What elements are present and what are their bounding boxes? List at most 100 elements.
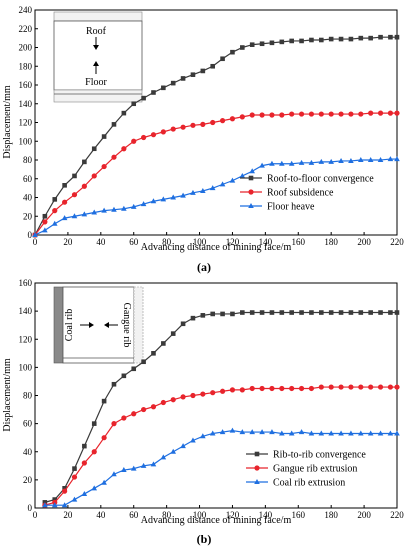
y-tick-label: 120 — [19, 118, 33, 128]
data-point — [249, 429, 255, 435]
data-point — [160, 454, 167, 460]
data-point — [229, 116, 236, 122]
data-point — [240, 310, 245, 315]
data-point — [377, 384, 384, 390]
inset-schematic: Coal rib Gangue rib — [53, 286, 144, 364]
data-point — [358, 35, 364, 41]
data-point — [387, 110, 394, 116]
data-point — [121, 467, 127, 473]
data-point — [298, 429, 305, 435]
data-point — [240, 45, 245, 50]
x-tick-label: 60 — [129, 510, 139, 520]
data-point — [298, 111, 305, 117]
data-point — [111, 206, 117, 212]
data-point — [141, 134, 147, 141]
data-point — [160, 196, 167, 202]
x-tick-label: 20 — [63, 237, 73, 247]
data-point — [140, 462, 147, 468]
data-point — [190, 315, 196, 321]
data-point — [180, 124, 186, 130]
data-point — [42, 219, 48, 225]
x-tick-label: 200 — [357, 237, 371, 247]
data-point — [101, 163, 107, 170]
x-tick-label: 120 — [226, 237, 240, 247]
legend-label: Rib-to-rib convergence — [273, 450, 366, 461]
data-point — [91, 209, 98, 215]
data-point — [394, 110, 400, 116]
data-point — [101, 479, 107, 485]
y-tick-label: 200 — [19, 43, 33, 53]
data-point — [150, 461, 157, 467]
data-point — [111, 154, 117, 160]
y-tick-label: 60 — [23, 174, 33, 184]
data-point — [298, 385, 305, 392]
data-point — [150, 132, 157, 138]
y-tick-label: 80 — [23, 155, 33, 165]
x-tick-label: 100 — [193, 510, 207, 520]
x-tick-label: 220 — [390, 237, 404, 247]
data-point — [394, 34, 400, 40]
legend-marker — [254, 465, 260, 471]
x-tick-label: 140 — [259, 510, 273, 520]
data-point — [81, 460, 87, 466]
data-point — [51, 220, 58, 226]
data-point — [42, 227, 48, 233]
data-point — [82, 443, 87, 449]
inset-right-label: Gangue rib — [121, 303, 132, 348]
data-point — [161, 341, 166, 346]
data-point — [358, 384, 364, 390]
data-point — [377, 430, 384, 436]
data-point — [328, 111, 334, 117]
y-tick-label: 100 — [19, 362, 33, 372]
data-point — [230, 49, 235, 55]
data-point — [130, 203, 137, 209]
data-point — [388, 34, 393, 40]
data-point — [42, 213, 48, 219]
data-point — [368, 110, 374, 116]
data-point — [378, 34, 383, 40]
data-point — [308, 385, 315, 392]
data-point — [338, 430, 344, 436]
data-point — [288, 430, 295, 436]
data-point — [160, 129, 166, 135]
y-tick-label: 240 — [19, 5, 33, 15]
data-point — [348, 36, 354, 42]
data-point — [239, 429, 246, 435]
data-point — [279, 430, 285, 436]
data-point — [111, 421, 117, 427]
data-point — [358, 157, 364, 162]
data-point — [230, 311, 235, 317]
data-point — [61, 215, 68, 221]
data-point — [394, 430, 400, 436]
data-point — [170, 126, 176, 132]
data-point — [62, 488, 68, 494]
x-tick-label: 0 — [33, 237, 38, 247]
data-point — [151, 90, 156, 95]
data-point — [190, 72, 196, 77]
data-point — [170, 448, 177, 454]
data-point — [150, 198, 157, 204]
data-point — [82, 159, 87, 165]
data-point — [62, 183, 67, 188]
data-point — [289, 38, 294, 44]
data-point — [71, 496, 78, 502]
data-point — [387, 384, 394, 390]
y-tick-label: 100 — [19, 136, 33, 146]
data-point — [279, 385, 285, 392]
data-point — [200, 187, 206, 193]
data-point — [111, 471, 117, 477]
data-point — [289, 111, 295, 117]
data-point — [200, 433, 206, 439]
data-point — [180, 394, 186, 400]
inset-right-arrowhead — [89, 322, 94, 328]
data-point — [289, 310, 294, 315]
data-point — [101, 435, 107, 441]
inset-bottom-label: Floor — [85, 77, 107, 88]
y-tick-label: 40 — [23, 447, 33, 457]
x-tick-label: 140 — [259, 237, 273, 247]
data-point — [308, 111, 315, 117]
data-point — [91, 421, 97, 426]
data-point — [131, 138, 137, 144]
data-point — [190, 189, 196, 195]
legend-label: Floor heave — [267, 202, 315, 213]
